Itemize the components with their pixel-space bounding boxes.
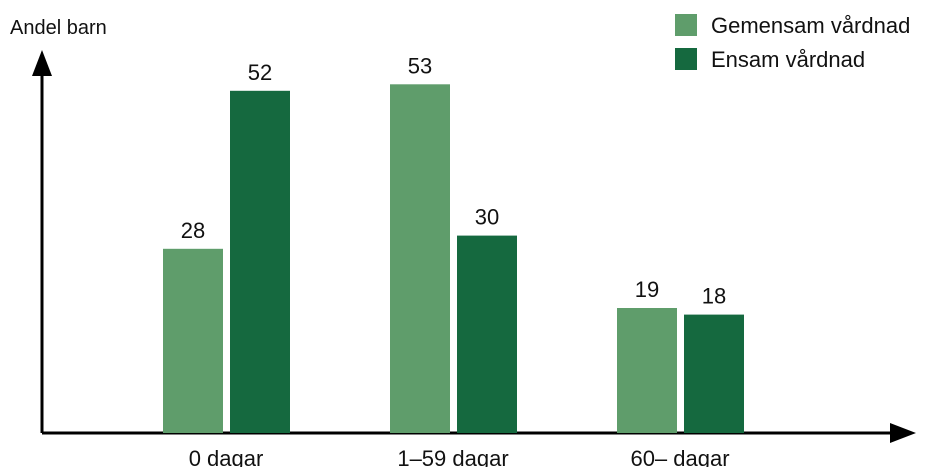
legend-swatch-gemensam-vardnad	[675, 14, 697, 36]
data-label-ensam-vardnad-60-dagar: 18	[702, 284, 726, 309]
legend: Gemensam vårdnad Ensam vårdnad	[675, 13, 910, 72]
data-label-gemensam-vardnad-1-59-dagar: 53	[408, 53, 432, 78]
legend-item-ensam-vardnad: Ensam vårdnad	[675, 47, 865, 72]
x-tick-label-1-59-dagar: 1–59 dagar	[397, 446, 508, 467]
data-label-gemensam-vardnad-60-dagar: 19	[635, 277, 659, 302]
x-tick-label-0-dagar: 0 dagar	[189, 446, 264, 467]
legend-label-ensam-vardnad: Ensam vårdnad	[711, 47, 865, 72]
bar-ensam-vardnad-60-dagar	[684, 314, 744, 433]
x-tick-label-60-dagar: 60– dagar	[630, 446, 729, 467]
bar-gemensam-vardnad-60-dagar	[617, 308, 677, 433]
bar-ensam-vardnad-0-dagar	[230, 90, 290, 434]
bars-group	[163, 84, 744, 434]
data-labels-group: 28 52 53 30 19 18	[181, 53, 726, 308]
legend-item-gemensam-vardnad: Gemensam vårdnad	[675, 13, 910, 38]
legend-swatch-ensam-vardnad	[675, 48, 697, 70]
bar-gemensam-vardnad-0-dagar	[163, 248, 223, 433]
x-tick-labels-group: 0 dagar 1–59 dagar 60– dagar	[189, 446, 730, 467]
data-label-gemensam-vardnad-0-dagar: 28	[181, 218, 205, 243]
y-axis-label: Andel barn	[10, 17, 107, 39]
data-label-ensam-vardnad-0-dagar: 52	[248, 60, 272, 85]
y-axis-arrow	[32, 50, 52, 76]
legend-label-gemensam-vardnad: Gemensam vårdnad	[711, 13, 910, 38]
bar-gemensam-vardnad-1-59-dagar	[390, 84, 450, 434]
data-label-ensam-vardnad-1-59-dagar: 30	[475, 205, 499, 230]
bar-ensam-vardnad-1-59-dagar	[457, 235, 517, 433]
x-axis-arrow	[890, 423, 916, 443]
